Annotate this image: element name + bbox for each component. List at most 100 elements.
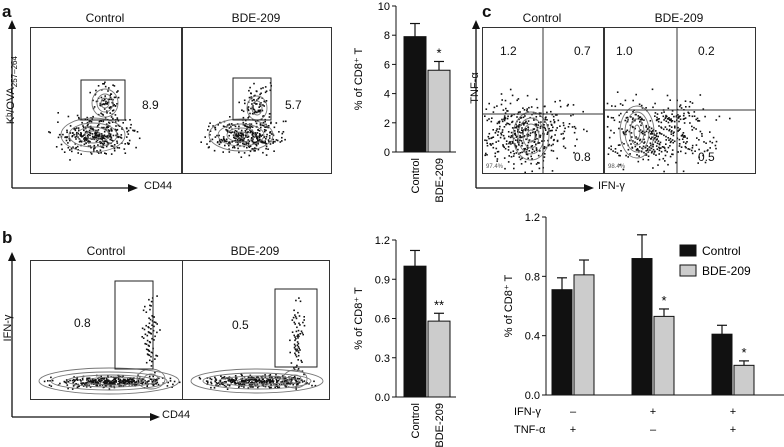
event-dot: [230, 381, 232, 384]
event-dot: [525, 153, 528, 156]
event-dot: [267, 126, 269, 129]
event-dot: [583, 128, 585, 131]
event-dot: [108, 87, 110, 89]
event-dot: [671, 120, 674, 122]
event-dot: [240, 134, 242, 137]
event-dot: [647, 159, 650, 161]
event-dot: [296, 341, 299, 343]
event-dot: [693, 115, 696, 117]
event-dot: [526, 122, 529, 125]
event-dot: [656, 148, 659, 150]
event-dot: [526, 148, 528, 151]
event-dot: [612, 150, 614, 152]
event-dot: [144, 305, 146, 308]
event-dot: [291, 319, 294, 321]
event-dot: [534, 123, 537, 126]
event-dot: [151, 360, 153, 363]
event-dot: [281, 136, 283, 139]
event-dot: [43, 380, 46, 383]
event-dot: [559, 99, 561, 102]
event-dot: [532, 128, 535, 130]
event-dot: [526, 108, 528, 110]
event-dot: [535, 148, 538, 151]
event-dot: [535, 149, 538, 152]
event-dot: [545, 116, 547, 118]
event-dot: [286, 383, 289, 385]
event-dot: [104, 98, 106, 101]
event-dot: [123, 148, 126, 150]
event-dot: [259, 103, 261, 105]
event-dot: [230, 379, 233, 382]
event-dot: [234, 129, 237, 132]
event-dot: [507, 122, 509, 125]
event-dot: [634, 141, 636, 143]
event-dot: [248, 126, 250, 128]
event-dot: [130, 381, 133, 384]
y-tick-label: 8: [384, 30, 390, 42]
event-dot: [109, 98, 111, 101]
event-dot: [106, 112, 108, 114]
event-dot: [252, 107, 254, 109]
event-dot: [229, 131, 231, 133]
event-dot: [140, 380, 142, 382]
event-dot: [247, 109, 250, 112]
event-dot: [234, 382, 236, 385]
event-dot: [586, 130, 588, 133]
event-dot: [91, 135, 94, 138]
event-dot: [629, 124, 632, 127]
event-dot: [683, 117, 686, 120]
event-dot: [129, 378, 131, 380]
event-dot: [241, 379, 244, 382]
legend-swatch: [679, 264, 697, 277]
event-dot: [514, 134, 517, 136]
event-dot: [249, 145, 252, 147]
event-dot: [234, 139, 237, 142]
event-dot: [237, 133, 240, 136]
bar-0: [403, 265, 427, 398]
event-dot: [271, 378, 274, 380]
significance-mark: *: [661, 293, 666, 308]
event-dot: [610, 148, 612, 151]
event-dot: [118, 375, 120, 378]
event-dot: [82, 126, 85, 129]
event-dot: [136, 131, 139, 133]
event-dot: [95, 135, 98, 137]
event-dot: [147, 331, 150, 333]
event-dot: [567, 126, 570, 128]
event-dot: [290, 362, 293, 364]
event-dot: [249, 150, 252, 153]
event-dot: [301, 381, 304, 383]
event-dot: [637, 160, 640, 163]
event-dot: [127, 143, 130, 145]
event-dot: [69, 159, 71, 161]
event-dot: [238, 151, 240, 154]
event-dot: [514, 126, 517, 129]
event-dot: [683, 135, 686, 137]
event-dot: [294, 345, 297, 347]
event-dot: [105, 100, 107, 103]
event-dot: [518, 156, 521, 158]
event-dot: [295, 330, 298, 333]
event-dot: [242, 133, 244, 135]
event-dot: [247, 142, 250, 144]
event-dot: [293, 375, 296, 378]
event-dot: [709, 147, 711, 149]
event-dot: [677, 130, 679, 132]
event-dot: [261, 124, 264, 127]
event-dot: [135, 146, 137, 149]
event-dot: [290, 380, 292, 383]
event-dot: [95, 381, 98, 383]
event-dot: [657, 164, 659, 166]
event-dot: [71, 132, 74, 134]
event-dot: [673, 131, 675, 133]
event-dot: [264, 376, 267, 379]
event-dot: [104, 135, 107, 138]
event-dot: [109, 94, 111, 97]
event-dot: [667, 107, 670, 110]
event-dot: [209, 140, 211, 143]
event-dot: [543, 147, 546, 150]
event-dot: [267, 139, 270, 141]
event-dot: [58, 133, 61, 136]
event-dot: [255, 147, 257, 150]
event-dot: [500, 132, 502, 135]
